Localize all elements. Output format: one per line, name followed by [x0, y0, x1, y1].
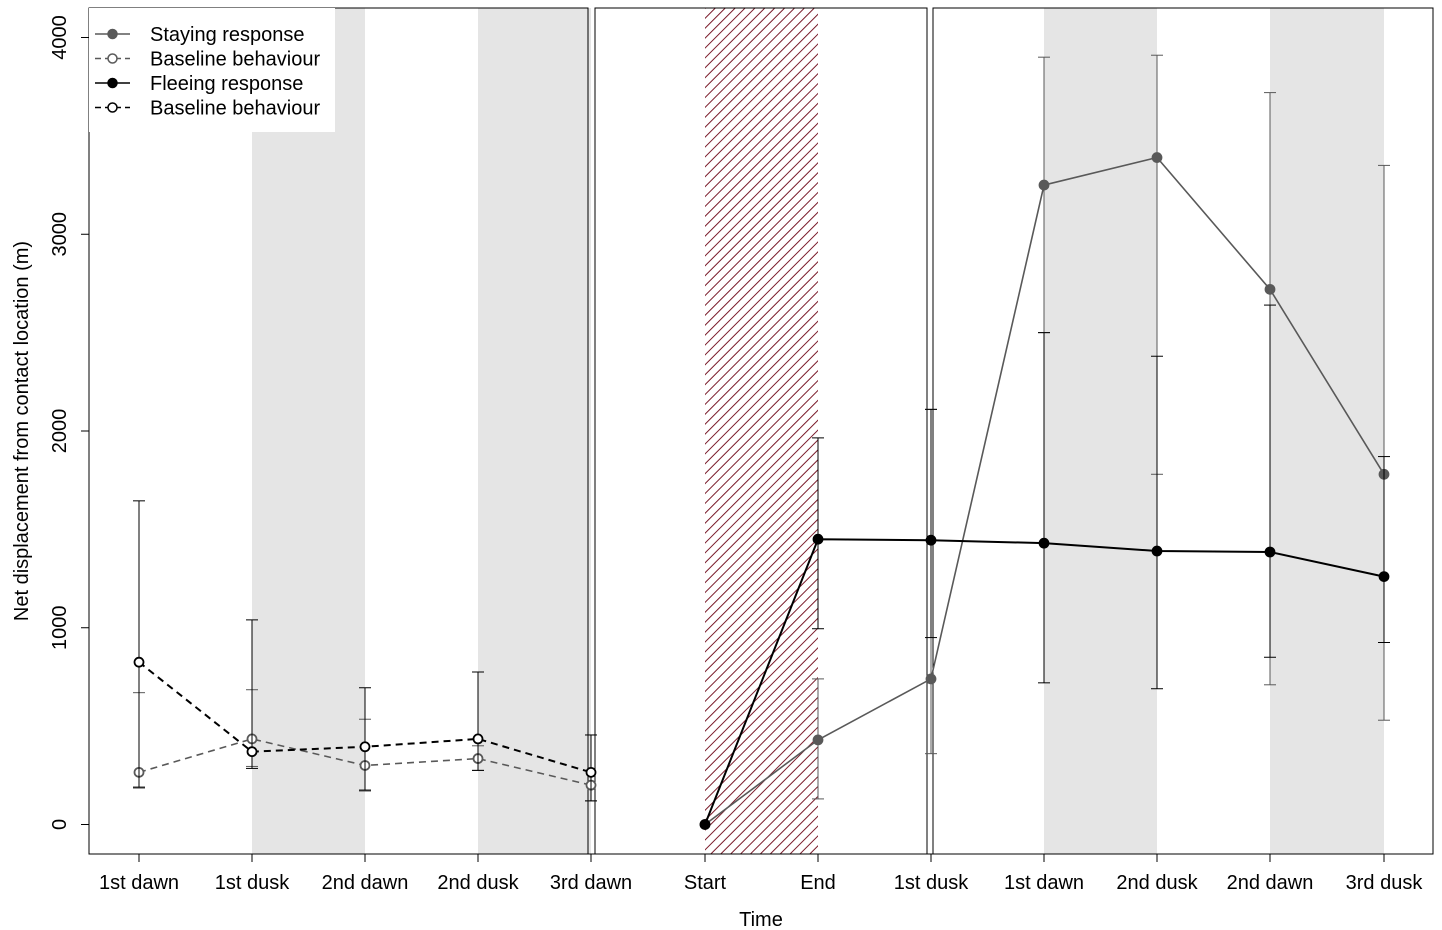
x-tick-label: 2nd dawn [322, 872, 409, 894]
x-tick-label: 3rd dusk [1346, 872, 1424, 894]
x-tick-label: 1st dusk [894, 872, 969, 894]
data-point [1038, 537, 1050, 549]
y-tick-label: 2000 [49, 409, 71, 454]
x-tick-label: 1st dawn [1004, 872, 1084, 894]
x-tick-label: Start [684, 872, 727, 894]
legend-marker [107, 53, 118, 64]
data-point [1151, 545, 1163, 557]
legend-label: Staying response [150, 24, 305, 46]
night-shading [252, 8, 365, 854]
legend-marker [107, 102, 118, 113]
x-tick-label: 2nd dusk [1116, 872, 1198, 894]
data-point [812, 533, 824, 545]
data-point [812, 734, 824, 746]
x-tick-label: 1st dusk [215, 872, 290, 894]
data-point [1038, 179, 1050, 191]
data-series [133, 54, 1390, 830]
x-tick-label: End [800, 872, 836, 894]
data-point [472, 733, 484, 745]
legend-label: Baseline behaviour [150, 98, 320, 120]
data-point [585, 766, 597, 778]
data-point [1151, 152, 1163, 163]
night-shading [1270, 8, 1384, 854]
data-point [1264, 546, 1276, 558]
data-point [1264, 283, 1276, 295]
data-point [925, 534, 937, 546]
y-tick-label: 1000 [49, 605, 71, 650]
series-2 [699, 304, 1390, 830]
data-point [133, 656, 145, 668]
data-point [246, 746, 258, 758]
data-point [925, 673, 937, 685]
night-shading [478, 8, 591, 854]
y-tick-label: 4000 [49, 15, 71, 60]
y-tick-label: 3000 [49, 212, 71, 256]
y-axis-title: Net displacement from contact location (… [11, 241, 33, 621]
data-point [359, 741, 371, 753]
shaded-periods [252, 8, 1384, 854]
y-tick-label: 0 [49, 819, 71, 830]
x-axis-title: Time [739, 909, 783, 930]
legend-label: Fleeing response [150, 73, 303, 95]
x-tick-label: 3rd dawn [550, 872, 632, 894]
x-tick-label: 1st dawn [99, 872, 179, 894]
series-3 [133, 500, 597, 802]
legend-marker [107, 28, 118, 40]
axes: 1st dawn 1st dusk 2nd dawn 2nd dusk 3rd dawn… [49, 8, 1433, 894]
legend-box [89, 8, 335, 132]
contact-period-hatch [705, 8, 818, 854]
night-shading [1044, 8, 1157, 854]
data-point [699, 819, 711, 830]
legend-label: Baseline behaviour [150, 49, 320, 71]
x-tick-label: 2nd dawn [1227, 872, 1314, 894]
data-point [1378, 571, 1390, 582]
x-tick-label: 2nd dusk [437, 872, 519, 894]
legend-marker [107, 77, 118, 89]
